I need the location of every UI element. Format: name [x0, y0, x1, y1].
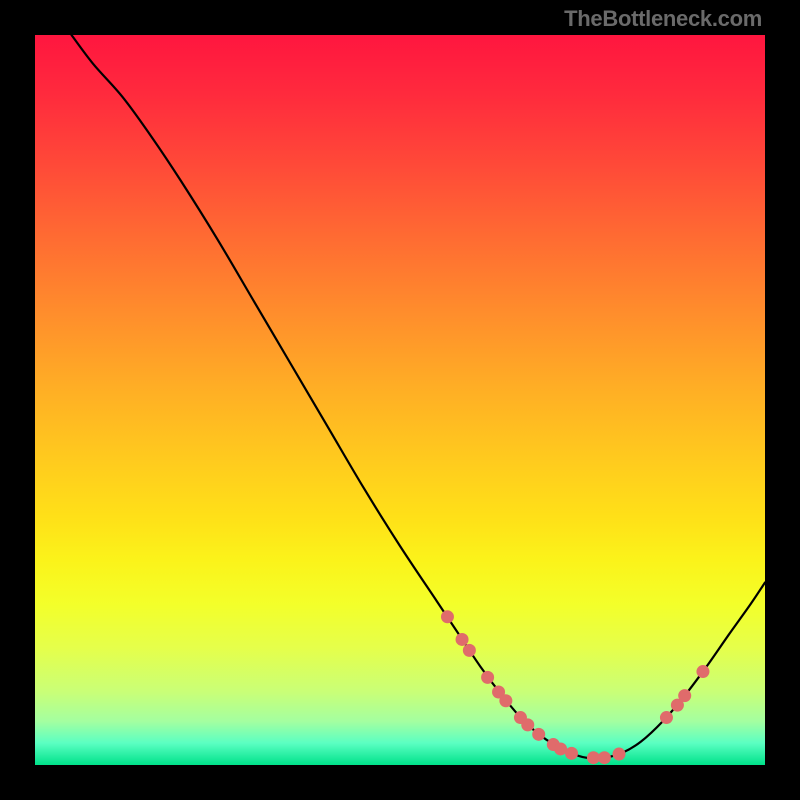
- data-marker: [613, 748, 626, 761]
- data-marker: [532, 728, 545, 741]
- bottleneck-chart: [35, 35, 765, 765]
- data-marker: [463, 644, 476, 657]
- chart-background: [35, 35, 765, 765]
- chart-svg: [35, 35, 765, 765]
- data-marker: [481, 671, 494, 684]
- data-marker: [441, 610, 454, 623]
- data-marker: [678, 689, 691, 702]
- data-marker: [521, 718, 534, 731]
- data-marker: [499, 694, 512, 707]
- watermark-text: TheBottleneck.com: [564, 6, 762, 32]
- data-marker: [456, 633, 469, 646]
- data-marker: [660, 711, 673, 724]
- data-marker: [598, 751, 611, 764]
- data-marker: [565, 747, 578, 760]
- data-marker: [696, 665, 709, 678]
